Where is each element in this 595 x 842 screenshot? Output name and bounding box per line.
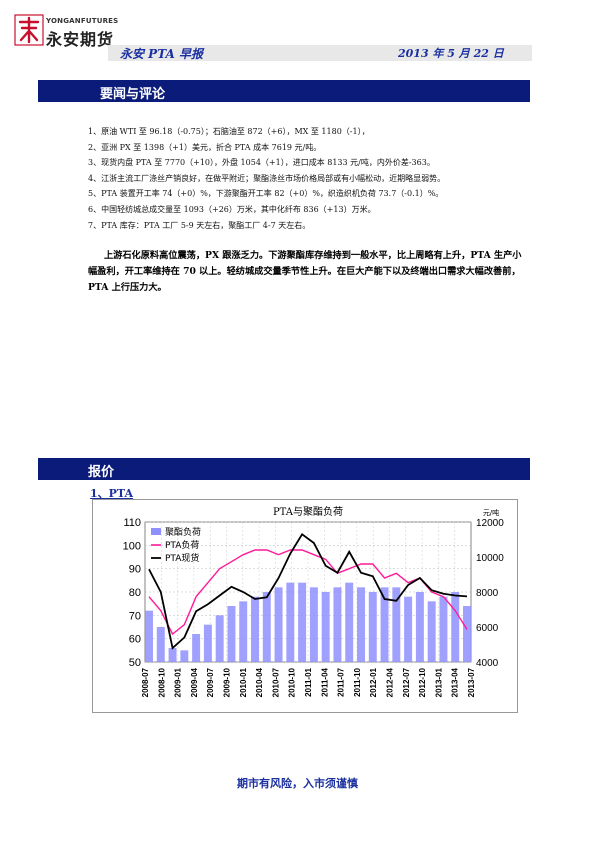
section-news-header: 要闻与评论 (38, 80, 530, 102)
report-date: 2013 年 5 月 22 日 (398, 47, 504, 60)
news-item: 5、PTA 装置开工率 74（+0）%，下游聚酯开工率 82（+0）%，织造织机… (88, 189, 444, 199)
y2-tick-label: 12000 (476, 518, 504, 529)
bar-polyester-load (180, 650, 189, 662)
bar-polyester-load (309, 587, 318, 662)
x-tick-label: 2010-07 (271, 667, 280, 697)
bar-polyester-load (227, 606, 236, 662)
news-item: 2、亚洲 PX 至 1398（+1）美元，折合 PTA 成本 7619 元/吨。 (88, 142, 322, 152)
report-name: 永安 PTA 早报 (120, 47, 203, 61)
y2-tick-label: 8000 (476, 588, 499, 599)
bar-polyester-load (192, 634, 201, 662)
yongan-seal-icon (14, 14, 44, 46)
x-tick-label: 2010-01 (239, 667, 248, 697)
x-tick-label: 2009-10 (223, 667, 232, 697)
x-tick-label: 2013-07 (467, 667, 476, 697)
logo-chinese: 永安期货 (46, 30, 115, 49)
news-list: 1、原油 WTI 至 96.18（-0.75）；石脑油至 872（+6），MX … (88, 124, 548, 233)
bar-polyester-load (333, 587, 342, 662)
risk-disclaimer: 期市有风险，入市须谨慎 (237, 777, 358, 790)
line-pta-spot (148, 532, 468, 650)
company-logo: YONGANFUTURES 永安期货 (14, 14, 118, 49)
x-tick-label: 2012-07 (402, 667, 411, 697)
y-tick-label: 90 (129, 564, 141, 576)
x-tick-label: 2013-04 (451, 667, 460, 697)
y2-tick-label: 10000 (476, 553, 504, 564)
bar-polyester-load (357, 587, 365, 662)
x-tick-label: 2010-10 (288, 667, 297, 697)
news-item: 3、现货内盘 PTA 至 7770（+10），外盘 1054（+1），进口成本 … (88, 158, 435, 168)
pta-subtitle: 1、PTA (90, 487, 134, 500)
section-news-title: 要闻与评论 (100, 87, 166, 102)
bar-polyester-load (286, 582, 295, 662)
bar-polyester-load (345, 582, 354, 662)
bar-polyester-load (415, 592, 424, 662)
bar-polyester-load (145, 610, 153, 662)
bar-polyester-load (251, 596, 259, 662)
pta-chart-box: 50 60 70 80 90 100 110 4000 6000 8000 10000 12000 20… (92, 499, 518, 713)
y2-tick-label: 6000 (476, 623, 499, 634)
y-tick-label: 110 (123, 517, 141, 529)
x-tick-label: 2008-07 (141, 667, 150, 697)
bar-polyester-load (392, 587, 401, 662)
bar-polyester-load (168, 648, 177, 662)
y-tick-label: 100 (123, 540, 141, 552)
news-item: 7、PTA 库存：PTA 工厂 5-9 天左右，聚酯工厂 4-7 天左右。 (88, 220, 311, 230)
legend-label-polyester: 聚酯负荷 (165, 526, 201, 538)
x-tick-label: 2012-10 (418, 667, 427, 697)
bar-polyester-load (274, 587, 283, 662)
legend-label-pta-spot: PTA现货 (165, 552, 199, 564)
y2-unit-label: 元/吨 (483, 508, 499, 517)
bar-polyester-load (404, 596, 413, 662)
line-pta-load (148, 549, 468, 636)
bar-polyester-load (262, 592, 271, 662)
x-tick-label: 2013-01 (434, 667, 443, 697)
bar-polyester-load (156, 627, 165, 662)
news-item: 4、江浙主流工厂涤丝产销良好，在做平附近；聚酯涤丝市场价格局部或有小幅松动，近期… (88, 173, 446, 183)
bar-polyester-load (463, 606, 471, 662)
x-tick-label: 2012-01 (369, 667, 378, 697)
x-tick-label: 2011-10 (353, 667, 362, 696)
section-price-header: 报价 (38, 458, 530, 480)
y2-tick-label: 4000 (476, 658, 499, 669)
y-tick-label: 70 (129, 610, 141, 622)
logo-english: YONGANFUTURES (46, 17, 119, 25)
x-tick-label: 2011-07 (337, 667, 346, 696)
news-item: 6、中国轻纺城总成交量至 1093（+26）万米，其中化纤布 836（+13）万… (88, 204, 376, 214)
bar-polyester-load (380, 587, 389, 662)
legend-swatch-polyester (151, 528, 161, 535)
x-tick-label: 2008-10 (157, 667, 166, 697)
x-tick-label: 2009-01 (174, 667, 183, 697)
x-tick-label: 2009-04 (190, 667, 199, 697)
bar-polyester-load (203, 624, 212, 662)
bar-polyester-load (451, 592, 460, 662)
x-tick-label: 2011-04 (320, 667, 329, 696)
y-tick-label: 50 (129, 657, 141, 669)
x-tick-label: 2010-04 (255, 667, 264, 697)
news-item: 1、原油 WTI 至 96.18（-0.75）；石脑油至 872（+6），MX … (88, 127, 370, 136)
x-tick-label: 2012-04 (386, 667, 395, 697)
bar-polyester-load (215, 615, 224, 662)
legend-label-pta-load: PTA负荷 (165, 539, 199, 551)
bar-polyester-load (439, 596, 448, 662)
bar-polyester-load (427, 601, 436, 662)
y-tick-label: 80 (129, 587, 141, 599)
bar-polyester-load (239, 601, 248, 662)
market-comment: 上游石化原料高位震荡，PX 跟涨乏力。下游聚酯库存维持到一般水平，比上周略有上升… (88, 250, 522, 293)
section-price-title: 报价 (88, 465, 115, 480)
x-tick-label: 2009-07 (206, 667, 215, 697)
chart-title: PTA与聚酯负荷 (273, 505, 343, 518)
pta-polyester-chart: 50 60 70 80 90 100 110 4000 6000 8000 10000 12000 20… (123, 505, 505, 697)
y-tick-label: 60 (129, 634, 141, 646)
header-bar (108, 45, 532, 61)
bar-polyester-load (321, 592, 330, 662)
x-tick-label: 2011-01 (304, 667, 313, 696)
bar-polyester-load (368, 592, 377, 662)
bar-polyester-load (298, 582, 307, 662)
